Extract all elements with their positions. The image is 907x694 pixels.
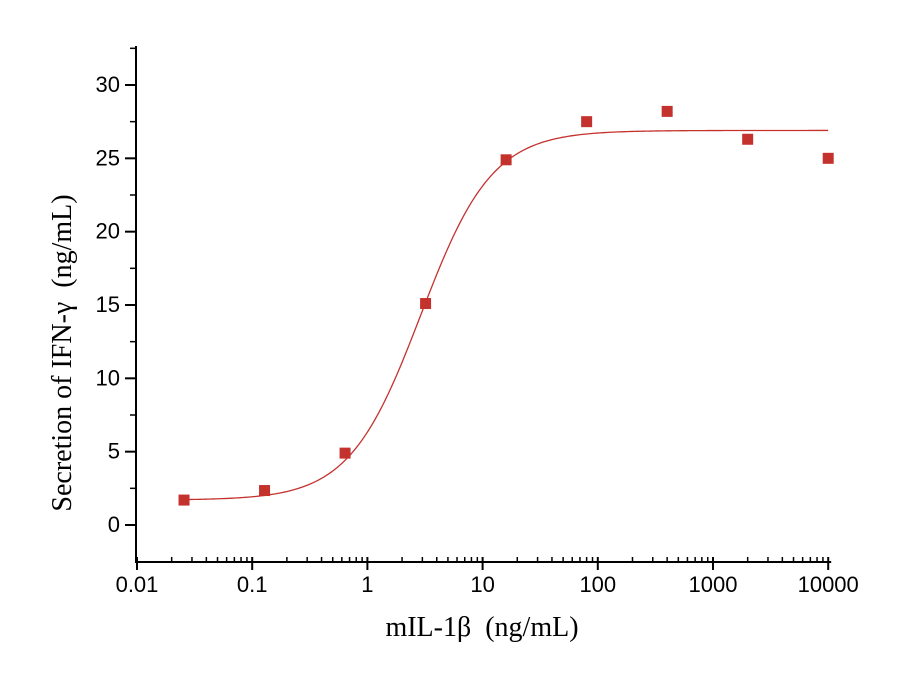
y-tick-label: 0 xyxy=(108,512,120,537)
data-point xyxy=(178,494,190,506)
y-tick-label: 25 xyxy=(96,145,120,170)
data-point xyxy=(581,116,593,128)
fit-curve xyxy=(184,129,829,501)
data-points xyxy=(178,105,834,506)
y-tick-label: 20 xyxy=(96,219,120,244)
data-point xyxy=(259,485,271,497)
data-point xyxy=(339,447,351,459)
x-tick-label: 10000 xyxy=(798,572,859,597)
data-point xyxy=(500,154,512,166)
x-tick-label: 1 xyxy=(361,572,373,597)
y-tick-label: 15 xyxy=(96,292,120,317)
x-axis-title: mIL-1β (ng/mL) xyxy=(385,612,579,643)
y-tick-label: 30 xyxy=(96,72,120,97)
y-tick-label: 5 xyxy=(108,439,120,464)
x-tick-label: 0.01 xyxy=(116,572,159,597)
axis-ticks xyxy=(125,47,830,570)
data-point xyxy=(420,298,432,310)
x-tick-label: 1000 xyxy=(689,572,738,597)
data-point xyxy=(661,105,673,117)
data-point xyxy=(742,133,754,145)
axes xyxy=(135,46,832,563)
data-point xyxy=(822,152,834,164)
tick-labels: 0.01 0.1 1 10 100 1000 10000 0 5 10 15 20 25 30 xyxy=(96,72,859,597)
x-tick-label: 100 xyxy=(579,572,616,597)
y-tick-label: 10 xyxy=(96,365,120,390)
x-tick-label: 10 xyxy=(470,572,494,597)
y-axis-title: Secretion of IFN-γ (ng/mL) xyxy=(47,194,78,512)
x-tick-label: 0.1 xyxy=(237,572,268,597)
